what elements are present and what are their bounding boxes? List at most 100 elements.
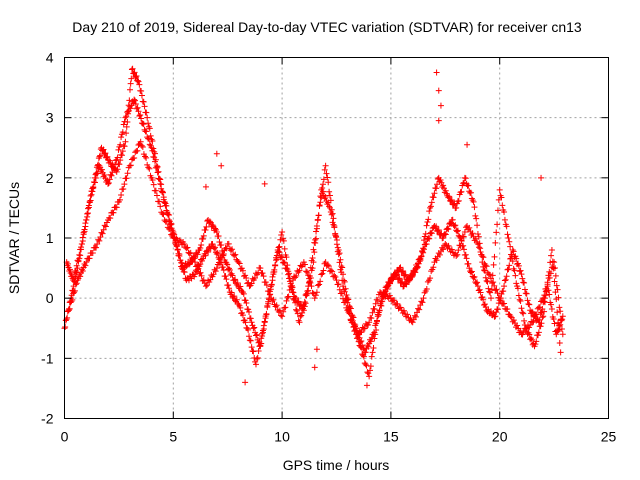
data-point — [468, 268, 475, 275]
data-point — [481, 267, 488, 274]
data-point — [537, 310, 544, 317]
data-point — [539, 314, 546, 321]
data-point — [462, 251, 469, 258]
data-point — [145, 135, 152, 142]
data-point — [490, 261, 497, 268]
data-point — [427, 275, 434, 282]
data-point — [152, 158, 159, 165]
data-point — [372, 331, 379, 338]
data-point — [341, 288, 348, 295]
data-point — [461, 179, 468, 186]
data-point — [517, 267, 524, 274]
data-point — [219, 264, 226, 271]
data-point — [96, 153, 103, 160]
data-point — [444, 225, 451, 232]
data-point — [118, 134, 125, 141]
data-point — [374, 297, 381, 304]
data-point — [442, 231, 449, 238]
data-point — [328, 206, 335, 213]
data-point — [131, 69, 138, 76]
data-point — [72, 268, 79, 275]
data-point — [436, 251, 443, 258]
data-point — [553, 331, 560, 338]
data-point — [129, 65, 136, 72]
data-point — [326, 192, 333, 199]
data-point — [477, 289, 484, 296]
data-point — [104, 153, 111, 160]
data-point — [245, 326, 252, 333]
data-point — [69, 296, 76, 303]
data-point — [383, 283, 390, 290]
data-point — [386, 279, 393, 286]
data-point — [550, 316, 557, 323]
data-point — [251, 324, 258, 331]
data-point — [522, 290, 529, 297]
data-point — [173, 243, 180, 250]
data-point — [420, 237, 427, 244]
data-point — [176, 237, 183, 244]
data-point — [454, 251, 461, 258]
data-point — [294, 310, 301, 317]
data-point — [528, 308, 535, 315]
data-point — [482, 262, 489, 269]
data-point — [513, 255, 520, 262]
data-point — [557, 349, 564, 356]
y-tick-label: 1 — [46, 230, 54, 246]
data-point — [544, 281, 551, 288]
data-point — [124, 170, 131, 177]
data-point — [405, 276, 412, 283]
data-point — [293, 272, 300, 279]
data-point — [273, 256, 280, 263]
data-point — [231, 293, 238, 300]
data-point — [229, 246, 236, 253]
data-point — [260, 273, 267, 280]
data-points — [61, 65, 566, 389]
data-point — [503, 273, 510, 280]
data-point — [536, 304, 543, 311]
data-point — [156, 198, 163, 205]
data-point — [368, 353, 375, 360]
data-point — [476, 244, 483, 251]
data-point — [433, 223, 440, 230]
data-point — [309, 254, 316, 261]
data-point — [272, 303, 279, 310]
x-tick-label: 15 — [383, 429, 399, 445]
data-point — [474, 222, 481, 229]
data-point — [163, 207, 170, 214]
data-point — [482, 274, 489, 281]
data-point — [98, 166, 105, 173]
axis-ticks — [64, 57, 609, 419]
data-point — [100, 146, 107, 153]
data-point — [153, 192, 160, 199]
data-point — [493, 286, 500, 293]
data-point — [447, 198, 454, 205]
data-point — [383, 290, 390, 297]
x-tick-labels: 0 5 10 15 20 25 — [61, 429, 617, 445]
data-point — [93, 244, 100, 251]
data-point — [288, 282, 295, 289]
data-point — [127, 80, 134, 87]
data-point — [520, 310, 527, 317]
data-point — [470, 274, 477, 281]
data-point — [313, 222, 320, 229]
data-point — [506, 238, 513, 245]
data-point — [154, 169, 161, 176]
data-point — [211, 245, 218, 252]
data-point — [554, 328, 561, 335]
data-point — [332, 274, 339, 281]
data-point — [433, 69, 440, 76]
data-point — [279, 313, 286, 320]
data-point — [315, 212, 322, 219]
data-point — [237, 304, 244, 311]
data-point — [532, 341, 539, 348]
data-point — [434, 228, 441, 235]
data-point — [163, 218, 170, 225]
data-point — [445, 194, 452, 201]
y-tick-label: -2 — [41, 411, 54, 427]
data-point — [472, 235, 479, 242]
data-point — [326, 188, 333, 195]
data-point — [494, 221, 501, 228]
data-point — [255, 347, 262, 354]
data-point — [369, 309, 376, 316]
data-point — [357, 343, 364, 350]
